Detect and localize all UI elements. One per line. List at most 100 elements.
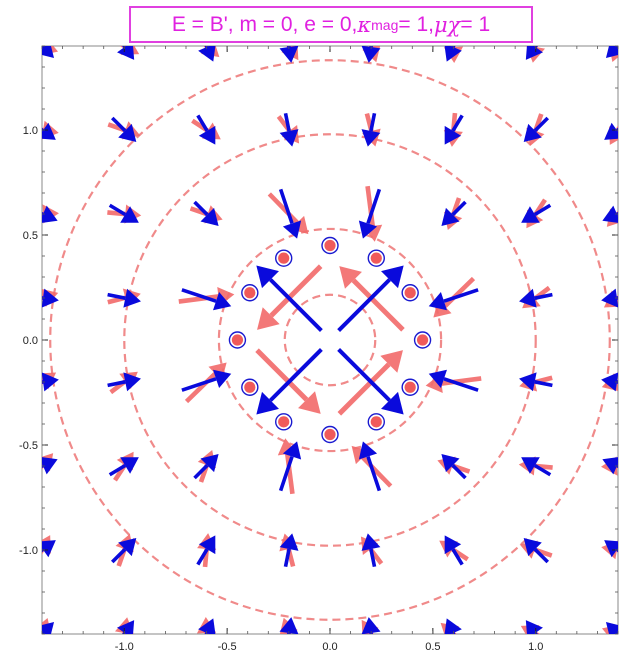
blue-arrow-2-3 (181, 369, 232, 392)
blue-arrow-5-4 (428, 288, 479, 311)
blue-arrow-0-3 (42, 372, 59, 392)
blue-arrow-7-0 (605, 621, 618, 634)
blue-arrow-6-7 (525, 46, 543, 60)
blue-arrow-6-5 (521, 203, 552, 223)
x-tick-label-0: -1.0 (115, 641, 134, 653)
y-tick-label-0: 1.0 (23, 125, 38, 137)
blue-arrow-6-6 (523, 116, 550, 143)
blue-arrow-5-1 (444, 535, 464, 566)
charge-8 (275, 413, 293, 431)
blue-arrow-0-2 (42, 457, 58, 475)
blue-arrow-6-0 (525, 620, 543, 634)
blue-arrow-3-3 (256, 348, 323, 415)
title-prefix: E = B', m = 0, e = 0, (171, 12, 358, 36)
blue-arrow-0-0 (42, 621, 55, 634)
blue-arrow-7-4 (601, 288, 618, 308)
blue-arrow-7-7 (605, 46, 618, 59)
blue-arrow-7-5 (602, 205, 618, 223)
blue-arrow-0-7 (42, 46, 55, 59)
title-mu-chi-val: = 1 (460, 12, 491, 36)
x-tick-label-2: 0.0 (322, 641, 337, 653)
y-tick-label-2: 0.0 (23, 335, 38, 347)
blue-arrow-7-1 (604, 540, 618, 558)
title-kappa-val: = 1, (398, 12, 434, 36)
blue-arrow-2-1 (196, 535, 216, 566)
contour-circle-0 (283, 293, 377, 387)
blue-arrow-3-7 (279, 46, 299, 63)
blue-arrow-4-0 (361, 617, 381, 634)
blue-arrow-5-2 (441, 453, 467, 480)
blue-arrow-3-6 (279, 112, 299, 147)
blue-arrow-7-6 (604, 122, 618, 140)
blue-arrow-6-1 (523, 537, 550, 564)
blue-arrow-4-2 (358, 441, 382, 492)
blue-arrow-3-1 (279, 533, 299, 568)
charge-5 (241, 284, 259, 302)
blue-arrow-1-0 (117, 620, 135, 634)
charge-7 (241, 378, 259, 396)
blue-arrow-6-4 (519, 288, 553, 308)
axes: -1.0 -0.5 0.0 0.5 1.0 1.0 0.5 0.0 -0.5 -1.0 (19, 45, 619, 653)
charge-4 (275, 249, 293, 267)
blue-arrow-4-3 (337, 348, 404, 415)
charge-ring (228, 236, 432, 444)
blue-arrow-1-1 (110, 537, 137, 564)
blue-arrow-2-7 (198, 46, 216, 62)
contour-circle-2 (123, 133, 537, 547)
red-arrow-4-3 (337, 350, 403, 416)
x-tick-label-3: 0.5 (425, 641, 440, 653)
y-tick-label-3: -0.5 (19, 440, 38, 452)
blue-arrow-1-7 (117, 46, 135, 60)
charge-1 (401, 284, 419, 302)
blue-arrow-5-3 (428, 369, 479, 392)
blue-arrow-7-3 (601, 372, 618, 392)
blue-arrow-1-2 (108, 457, 139, 477)
charge-0 (413, 331, 432, 349)
charge-3 (321, 236, 339, 255)
blue-arrow-1-4 (107, 288, 141, 308)
red-arrow-3-3 (255, 348, 321, 414)
blue-arrow-0-6 (42, 122, 56, 140)
x-tick-label-1: -0.5 (218, 641, 237, 653)
x-tick-label-4: 1.0 (528, 641, 543, 653)
red-arrow-4-4 (339, 266, 405, 332)
charge-6 (228, 331, 247, 349)
title-kappa: κ (357, 12, 372, 37)
blue-arrow-4-5 (358, 188, 382, 239)
blue-arrow-3-4 (256, 265, 323, 332)
charge-9 (321, 425, 339, 444)
contour-circle-3 (49, 59, 611, 621)
blue-arrow-1-5 (108, 203, 139, 223)
contour-circle-1 (217, 227, 443, 453)
charge-2 (367, 249, 385, 267)
blue-arrow-6-3 (519, 372, 553, 392)
blue-arrow-field (42, 46, 618, 634)
blue-arrow-5-5 (441, 200, 467, 227)
blue-arrow-3-0 (279, 617, 299, 634)
blue-arrow-2-0 (198, 618, 216, 634)
blue-arrow-5-0 (444, 618, 462, 634)
blue-arrow-0-1 (42, 540, 56, 558)
blue-arrow-6-2 (521, 457, 552, 477)
blue-arrow-1-3 (107, 372, 141, 392)
blue-arrow-7-2 (602, 457, 618, 475)
title-mu-chi: μχ (434, 12, 461, 37)
y-tick-label-4: -1.0 (19, 545, 38, 557)
chart-title: E = B', m = 0, e = 0, κ mag = 1, μχ = 1 (129, 6, 533, 43)
blue-arrow-2-6 (196, 114, 216, 145)
title-kappa-sub: mag (371, 16, 399, 33)
blue-arrow-1-6 (110, 116, 137, 143)
blue-arrow-0-4 (42, 288, 59, 308)
blue-arrow-2-2 (193, 453, 219, 480)
blue-arrow-3-5 (278, 188, 302, 239)
contour-lines (49, 59, 611, 621)
blue-arrow-4-1 (361, 533, 381, 568)
blue-arrow-0-5 (42, 205, 58, 223)
blue-arrow-4-6 (361, 112, 381, 147)
blue-arrow-3-2 (278, 441, 302, 492)
charge-10 (367, 413, 385, 431)
blue-arrow-2-5 (193, 200, 219, 227)
blue-arrow-4-7 (361, 46, 381, 63)
charge-11 (401, 378, 419, 396)
